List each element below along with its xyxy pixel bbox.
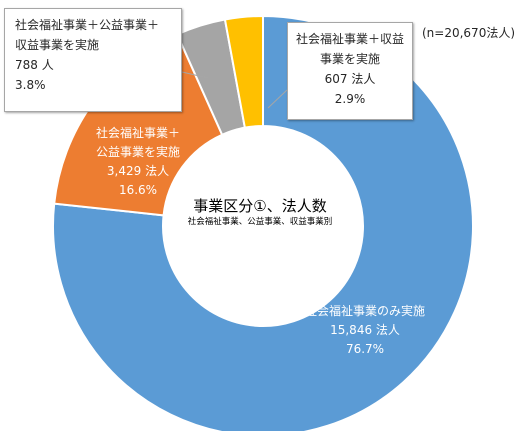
data-label-name-line2: 公益事業を実施 bbox=[95, 145, 180, 159]
callout-name-line2: 収益事業を実施 bbox=[15, 38, 100, 52]
data-label-welfare-public: 社会福祉事業＋ 公益事業を実施 3,429 法人 16.6% bbox=[68, 124, 208, 200]
chart-subtitle: 社会福祉事業、公益事業、収益事業別 bbox=[187, 217, 333, 227]
data-label-name: 社会福祉事業のみ実施 bbox=[304, 304, 425, 318]
slice-welfare-revenue bbox=[223, 14, 264, 129]
callout-name-line1: 社会福祉事業＋収益 bbox=[295, 32, 404, 46]
callout-name-line1: 社会福祉事業＋公益事業＋ bbox=[15, 18, 160, 32]
callout-pointer-left bbox=[181, 71, 209, 79]
callout-welfare-public-revenue: 社会福祉事業＋公益事業＋ 収益事業を実施 788 人 3.8% bbox=[4, 8, 182, 112]
data-label-percent: 76.7% bbox=[345, 342, 385, 356]
callout-name-line2: 事業を実施 bbox=[319, 52, 380, 66]
callout-count: 607 法人 bbox=[324, 72, 376, 86]
callout-percent: 3.8% bbox=[15, 78, 46, 92]
data-label-welfare-only: 社会福祉事業のみ実施 15,846 法人 76.7% bbox=[300, 302, 430, 359]
chart-title-block: 事業区分①、法人数 社会福祉事業、公益事業、収益事業別 bbox=[170, 196, 350, 228]
callout-percent: 2.9% bbox=[334, 92, 366, 106]
data-label-name-line1: 社会福祉事業＋ bbox=[95, 126, 180, 140]
callout-count: 788 人 bbox=[15, 58, 54, 72]
data-label-count: 3,429 法人 bbox=[106, 164, 170, 178]
data-label-count: 15,846 法人 bbox=[330, 323, 400, 337]
data-label-percent: 16.6% bbox=[118, 183, 158, 197]
callout-welfare-revenue: 社会福祉事業＋収益 事業を実施 607 法人 2.9% bbox=[287, 22, 413, 120]
sample-size-note: (n=20,670法人) bbox=[422, 26, 516, 40]
chart-title: 事業区分①、法人数 bbox=[193, 197, 327, 215]
callout-pointer-right bbox=[267, 89, 288, 109]
